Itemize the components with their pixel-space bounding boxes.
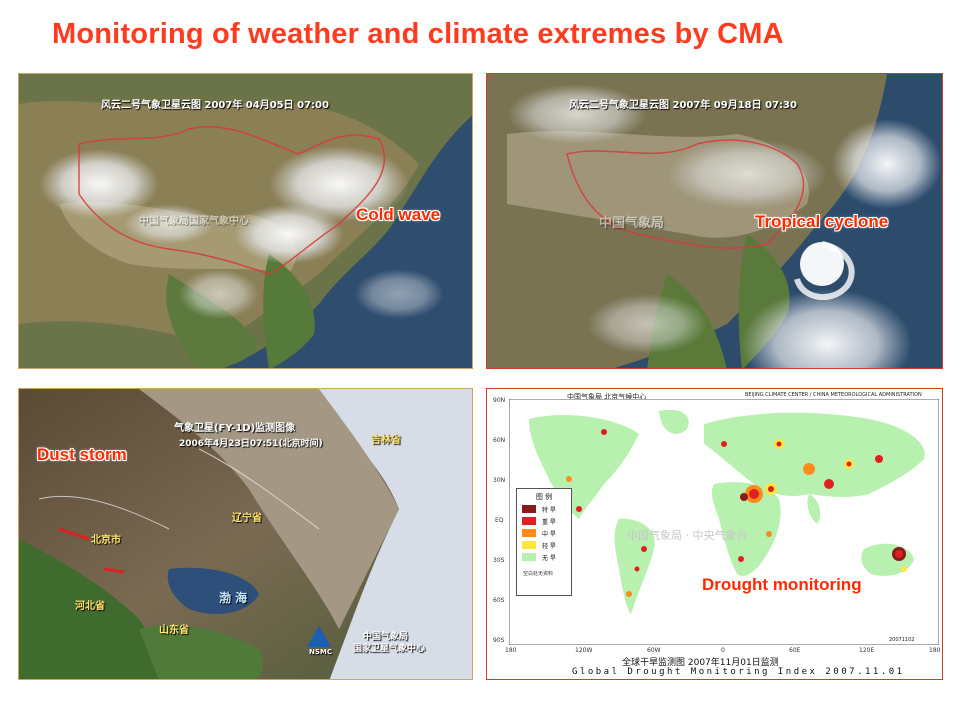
- drought-monitoring-map: 中国气象局 北京气候中心 BEIJING CLIMATE CENTER / CH…: [486, 388, 943, 680]
- cold-wave-satellite-image: 风云二号气象卫星云图 2007年 04月05日 07:00 中国气象局国家气象中…: [18, 73, 473, 369]
- dust-storm-image-header-2: 2006年4月23日07:51(北京时间): [179, 439, 323, 449]
- tropical-cyclone-watermark: 中国气象局: [599, 216, 665, 231]
- legend-item: 无 旱: [522, 552, 571, 562]
- lat-label-30n: 30N: [493, 477, 506, 484]
- agency-line-1: 中国气象局: [363, 632, 409, 642]
- dust-storm-satellite-graphic: [19, 389, 472, 679]
- legend-swatch: [522, 541, 536, 549]
- drought-map-code: 20071102: [889, 637, 915, 643]
- legend-label: 重 旱: [542, 518, 556, 526]
- lat-label-30s: 30S: [493, 557, 505, 564]
- tropical-cyclone-satellite-graphic: [487, 74, 942, 368]
- drought-map-header-right: BEIJING CLIMATE CENTER / CHINA METEOROLO…: [745, 392, 922, 398]
- legend-label: 轻 旱: [542, 542, 556, 550]
- tropical-cyclone-satellite-image: 风云二号气象卫星云图 2007年 09月18日 07:30 中国气象局 Trop…: [486, 73, 943, 369]
- legend-item: 特 旱: [522, 504, 571, 514]
- lon-label-180e: 180: [929, 647, 941, 654]
- legend-title: 图 例: [535, 493, 553, 501]
- lon-label-60e: 60E: [789, 647, 801, 654]
- drought-map-footer-en: Global Drought Monitoring Index 2007.11.…: [572, 667, 905, 677]
- lat-label-90s: 90S: [493, 637, 505, 644]
- tropical-cyclone-image-header: 风云二号气象卫星云图 2007年 09月18日 07:30: [569, 100, 797, 111]
- place-shandong: 山东省: [159, 625, 189, 636]
- lon-label-0: 0: [721, 647, 725, 654]
- lon-label-120w: 120W: [575, 647, 593, 654]
- cold-wave-label: Cold wave: [356, 205, 441, 224]
- tropical-cyclone-label: Tropical cyclone: [755, 212, 889, 231]
- legend-swatch: [522, 517, 536, 525]
- place-bohai: 渤 海: [219, 591, 248, 605]
- lat-label-eq: EQ: [495, 517, 504, 524]
- drought-legend: 图 例 特 旱 重 旱 中 旱 轻 旱 无 旱 空白处无资料: [516, 488, 572, 596]
- dust-storm-satellite-image: 气象卫星(FY-1D)监测图像 2006年4月23日07:51(北京时间) 吉林…: [18, 388, 473, 680]
- lon-label-60w: 60W: [647, 647, 661, 654]
- legend-label: 无 旱: [542, 554, 556, 562]
- legend-item: 中 旱: [522, 528, 571, 538]
- drought-map-watermark: 中国气象局 · 中央气象台: [627, 529, 748, 542]
- legend-item: 重 旱: [522, 516, 571, 526]
- legend-item: 轻 旱: [522, 540, 571, 550]
- legend-note: 空白处无资料: [523, 571, 554, 577]
- agency-line-2: 国家卫星气象中心: [353, 644, 426, 654]
- lon-label-180w: 180: [505, 647, 517, 654]
- cold-wave-watermark: 中国气象局国家气象中心: [139, 216, 249, 227]
- lat-label-60n: 60N: [493, 437, 506, 444]
- nsmc-logo-text: NSMC: [309, 648, 333, 656]
- drought-map-footer-cn: 全球干旱监测图 2007年11月01日监测: [622, 658, 779, 668]
- drought-monitoring-label: Drought monitoring: [702, 575, 862, 594]
- dust-storm-image-header-1: 气象卫星(FY-1D)监测图像: [174, 423, 296, 434]
- legend-swatch: [522, 505, 536, 513]
- dust-storm-label: Dust storm: [37, 445, 127, 464]
- slide-title: Monitoring of weather and climate extrem…: [52, 18, 784, 50]
- place-hebei: 河北省: [75, 601, 105, 612]
- cold-wave-image-header: 风云二号气象卫星云图 2007年 04月05日 07:00: [101, 100, 329, 111]
- legend-label: 中 旱: [542, 530, 556, 538]
- drought-world-map: [509, 399, 939, 645]
- drought-map-header-left: 中国气象局 北京气候中心: [567, 393, 647, 401]
- lon-label-120e: 120E: [859, 647, 875, 654]
- lat-label-90n: 90N: [493, 397, 506, 404]
- place-liaoning: 辽宁省: [232, 513, 262, 524]
- legend-swatch: [522, 529, 536, 537]
- place-beijing: 北京市: [91, 535, 121, 546]
- legend-label: 特 旱: [542, 506, 556, 514]
- legend-swatch: [522, 553, 536, 561]
- lat-label-60s: 60S: [493, 597, 505, 604]
- cold-wave-satellite-graphic: [19, 74, 472, 368]
- place-jilin: 吉林省: [371, 435, 401, 446]
